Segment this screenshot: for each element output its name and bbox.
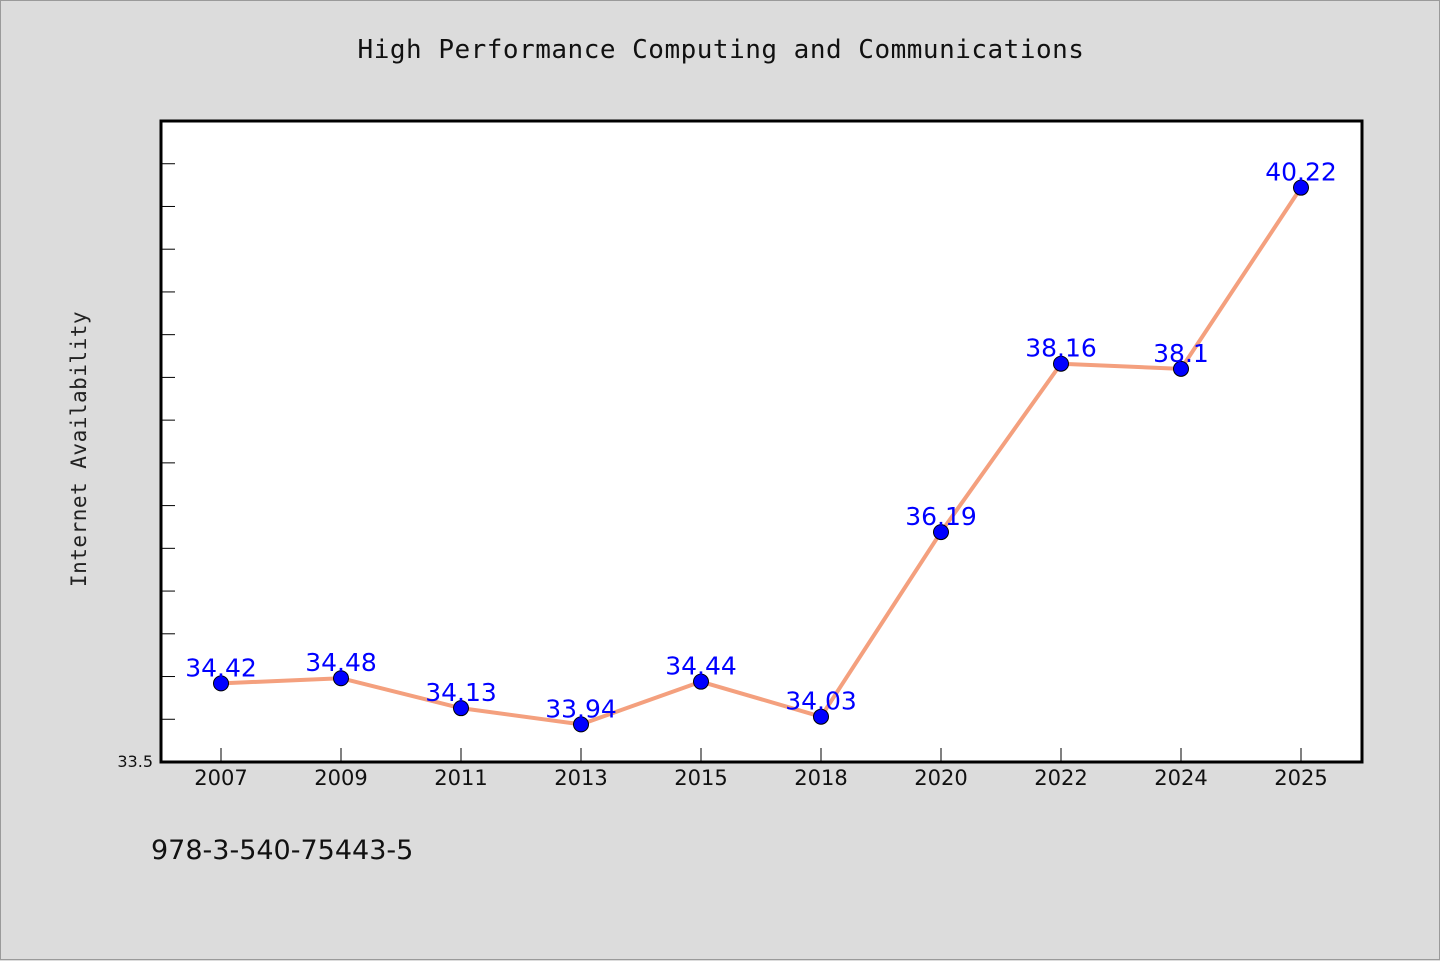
data-point [693, 673, 709, 690]
data-label: 40.22 [1265, 158, 1337, 187]
data-point [453, 700, 469, 717]
data-marker-layer [213, 179, 1309, 733]
x-axis-tick-label: 2018 [794, 766, 847, 790]
data-label: 36.19 [905, 502, 977, 531]
x-axis-ticks: 2007 2009 2011 2013 2015 2018 2020 2022 2024 2025 [194, 748, 1328, 790]
data-label: 34.13 [425, 678, 497, 707]
data-point [213, 675, 229, 692]
data-point [333, 670, 349, 687]
x-axis-tick-label: 2025 [1274, 766, 1327, 790]
data-point [1293, 179, 1309, 196]
x-axis-tick-label: 2024 [1154, 766, 1207, 790]
data-label: 34.44 [665, 652, 737, 681]
data-label: 34.42 [185, 653, 257, 682]
x-axis-tick-label: 2013 [554, 766, 607, 790]
x-axis-tick-label: 2020 [914, 766, 967, 790]
data-label: 38.16 [1025, 334, 1097, 363]
x-axis-tick-label: 2022 [1034, 766, 1087, 790]
series-line-layer [219, 185, 1303, 727]
plot-area [161, 121, 1362, 762]
data-label-layer: 34.42 34.48 34.13 33.94 34.44 34.03 36.19 38.16… [185, 158, 1337, 724]
footer-code: 978-3-540-75443-5 [151, 835, 414, 866]
data-label: 34.48 [305, 648, 377, 677]
data-point [933, 524, 949, 541]
x-axis-tick-label: 2007 [194, 766, 247, 790]
data-label: 38.1 [1153, 339, 1209, 368]
data-point [1173, 360, 1189, 377]
chart-title: High Performance Computing and Communica… [357, 35, 1085, 65]
series-line [219, 185, 1303, 727]
y-axis-min-label: 33.5 [117, 752, 153, 771]
data-point [573, 716, 589, 733]
x-axis-tick-label: 2009 [314, 766, 367, 790]
data-label: 34.03 [785, 687, 857, 716]
x-axis-tick-label: 2011 [434, 766, 487, 790]
plot-frame [159, 119, 1364, 764]
data-point [813, 708, 829, 725]
data-label: 33.94 [545, 694, 617, 723]
x-axis-tick-label: 2015 [674, 766, 727, 790]
data-point [1053, 355, 1069, 372]
